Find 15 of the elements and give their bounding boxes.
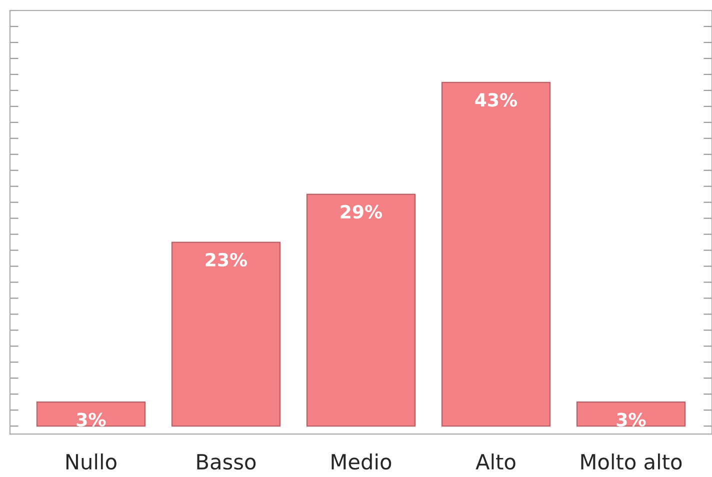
bar [306, 194, 416, 427]
data-label: 3% [616, 412, 646, 426]
x-tick-label: Basso [197, 454, 256, 470]
bar [171, 242, 281, 427]
data-label: 3% [76, 412, 106, 426]
x-tick-label: Alto [476, 454, 516, 470]
x-tick-label: Molto alto [581, 454, 682, 470]
data-label: 29% [340, 204, 382, 219]
data-label: 23% [206, 252, 248, 267]
bar [576, 402, 686, 427]
data-label: 43% [475, 93, 518, 107]
bar [36, 402, 146, 427]
x-tick-label: Nullo [66, 454, 116, 470]
bar [441, 82, 551, 427]
x-tick-label: Medio [332, 454, 392, 470]
